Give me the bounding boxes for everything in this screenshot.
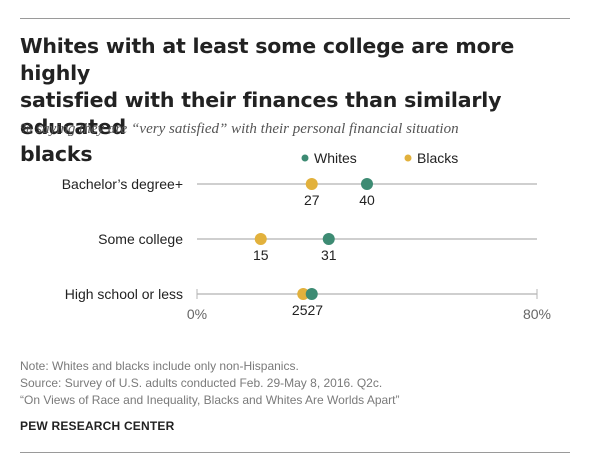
category-label: High school or less (65, 286, 183, 302)
dot-whites (361, 178, 373, 190)
chart-title: Whites with at least some college are mo… (20, 33, 580, 168)
dot-plot: Whites Blacks Bachelor’s degree+ 27 40 Some c… (62, 150, 551, 322)
data-label-blacks: 27 (304, 192, 320, 208)
note-line: Note: Whites and blacks include only non… (20, 359, 299, 373)
dot-blacks (297, 288, 310, 300)
legend-marker-blacks (404, 154, 412, 162)
legend-label-whites: Whites (314, 150, 357, 166)
legend-label-blacks: Blacks (417, 150, 458, 166)
category-label: Bachelor’s degree+ (62, 176, 183, 192)
bottom-rule (20, 452, 570, 453)
x-tick-label: 80% (523, 306, 551, 322)
dot-blacks (305, 178, 318, 190)
data-label-blacks: 15 (253, 247, 269, 263)
x-tick-label: 0% (187, 306, 207, 322)
source-line: Source: Survey of U.S. adults conducted … (20, 376, 383, 390)
title-line: blacks (20, 142, 93, 166)
data-label-whites: 31 (321, 247, 337, 263)
title-line: Whites with at least some college are mo… (20, 34, 515, 85)
chart-subtitle: % saying they are “very satisfied” with … (20, 121, 459, 137)
data-label-whites: 40 (359, 192, 375, 208)
top-rule (20, 18, 570, 19)
category-label: Some college (98, 231, 183, 247)
legend-marker-whites (301, 154, 309, 162)
dot-blacks (254, 233, 267, 245)
dot-whites (305, 288, 318, 300)
footnote: Note: Whites and blacks include only non… (20, 358, 580, 409)
report-title-line: “On Views of Race and Inequality, Blacks… (20, 393, 400, 407)
title-line: satisfied with their finances than simil… (20, 88, 502, 139)
data-label-whites: 27 (308, 302, 324, 318)
organization-name: PEW RESEARCH CENTER (20, 419, 175, 433)
dot-whites (322, 233, 335, 245)
data-label-blacks: 25 (292, 302, 308, 318)
